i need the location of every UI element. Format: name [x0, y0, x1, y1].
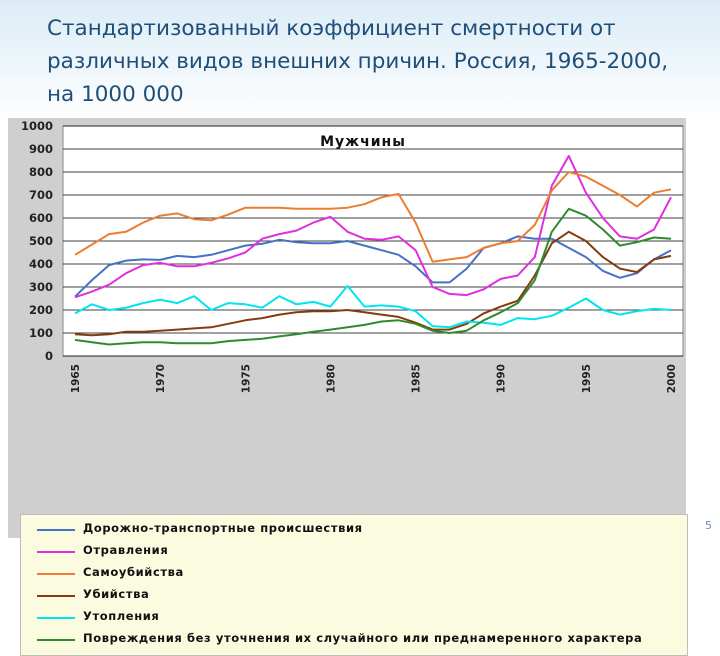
series-line-2	[74, 154, 672, 299]
y-tick-label: 400	[29, 257, 53, 271]
legend-swatch	[37, 639, 75, 641]
page-number: 5	[705, 519, 712, 532]
y-tick-label: 900	[29, 142, 53, 156]
title-band	[0, 0, 720, 120]
y-tick-label: 800	[29, 165, 53, 179]
x-tick-label: 1990	[496, 364, 508, 393]
legend-swatch	[37, 595, 75, 597]
legend-label: Повреждения без уточнения их случайного …	[83, 631, 643, 645]
y-tick-label: 1000	[21, 119, 53, 133]
line-chart: 0 100 200 300 400 500 600 700 800 900 1000 1965 1970…	[21, 119, 684, 393]
series-line-4	[74, 230, 672, 337]
series-line-1	[74, 235, 672, 298]
y-tick-label: 0	[45, 349, 53, 363]
x-tick-label: 1985	[411, 364, 423, 393]
x-tick-label: 1980	[325, 364, 337, 393]
y-tick-label: 500	[29, 234, 53, 248]
legend-swatch	[37, 551, 75, 553]
legend-item: Повреждения без уточнения их случайного …	[37, 631, 677, 651]
legend-item: Самоубийства	[37, 565, 677, 585]
legend-label: Утопления	[83, 609, 160, 623]
legend-item: Дорожно-транспортные происшествия	[37, 521, 677, 541]
y-tick-label: 300	[29, 280, 53, 294]
chart-title: Мужчины	[320, 134, 406, 150]
series-line-3	[74, 171, 672, 263]
legend-label: Дорожно-транспортные происшествия	[83, 521, 363, 535]
legend-label: Отравления	[83, 543, 169, 557]
legend-label: Убийства	[83, 587, 150, 601]
legend-item: Отравления	[37, 543, 677, 563]
slide-title: Стандартизованный коэффициент смертности…	[47, 16, 669, 107]
x-tick-label: 1965	[70, 364, 82, 393]
legend-swatch	[37, 529, 75, 531]
legend-item: Убийства	[37, 587, 677, 607]
y-tick-label: 700	[29, 188, 53, 202]
legend-swatch	[37, 573, 75, 575]
legend-swatch	[37, 617, 75, 619]
legend-item: Утопления	[37, 609, 677, 629]
chart-legend: Дорожно-транспортные происшествия Отравле…	[20, 514, 688, 656]
y-tick-label: 100	[29, 326, 53, 340]
series-line-5	[74, 284, 672, 329]
x-tick-label: 2000	[666, 364, 678, 393]
y-tick-label: 600	[29, 211, 53, 225]
x-tick-label: 1995	[581, 364, 593, 393]
x-tick-label: 1975	[240, 364, 252, 393]
series-line-6	[74, 207, 672, 346]
legend-label: Самоубийства	[83, 565, 184, 579]
chart-frame: 0 100 200 300 400 500 600 700 800 900 1000 1965 1970…	[8, 118, 688, 656]
y-tick-label: 200	[29, 303, 53, 317]
x-tick-label: 1970	[155, 364, 167, 393]
